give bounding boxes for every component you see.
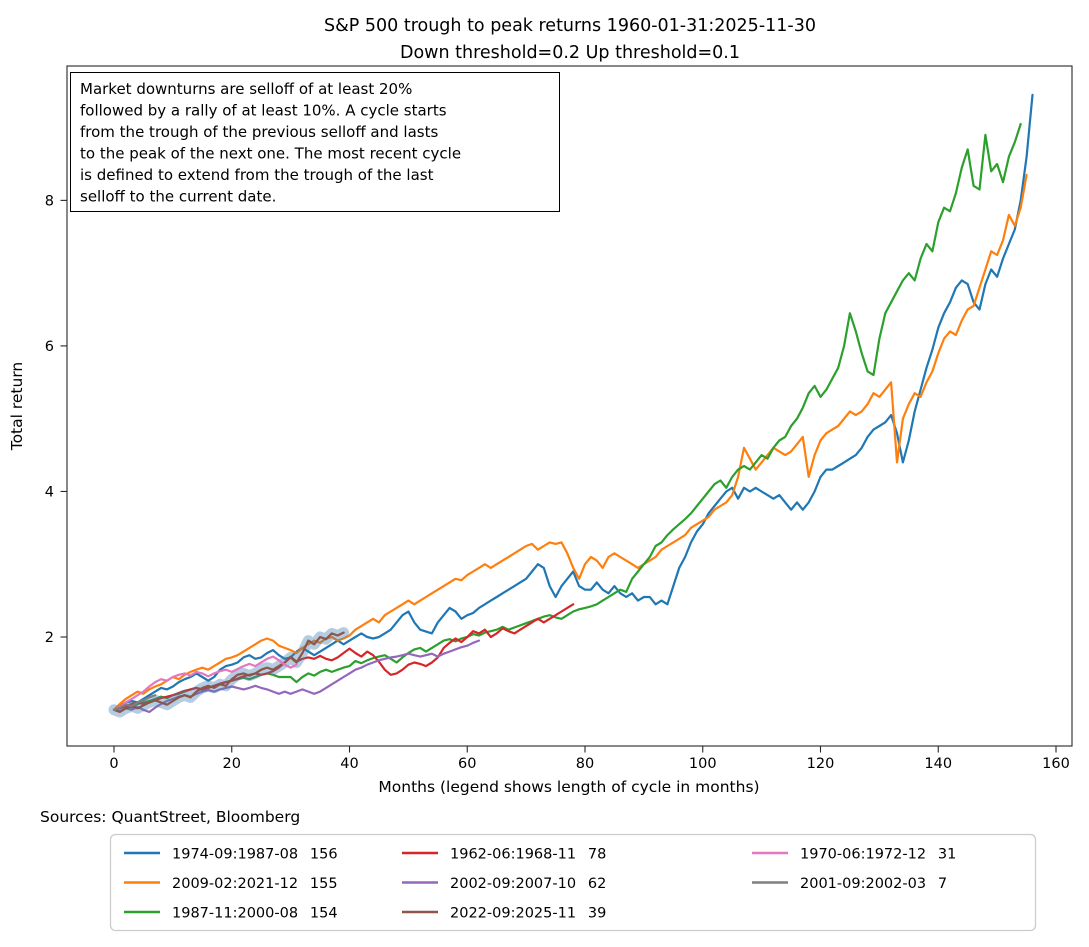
- series-line-2001-09:2002-03: [112, 694, 157, 711]
- series-line-1974-09:1987-08: [112, 93, 1034, 711]
- chart-title: S&P 500 trough to peak returns 1960-01-3…: [324, 16, 816, 36]
- legend-label-2022-09:2025-11: 2022-09:2025-11 39: [450, 906, 606, 922]
- annotation-line: selloff to the current date.: [80, 188, 276, 206]
- legend-label-2001-09:2002-03: 2001-09:2002-03 7: [800, 876, 947, 892]
- series-line-1970-06:1972-12: [112, 655, 298, 711]
- annotation-box: Market downturns are selloff of at least…: [70, 72, 560, 212]
- annotation-line: is defined to extend from the trough of …: [80, 166, 434, 184]
- series-line-1962-06:1968-11: [112, 603, 575, 711]
- y-tick-label: 2: [45, 630, 54, 646]
- series-line-2002-09:2007-10: [112, 639, 481, 714]
- annotation-line: to the peak of the next one. The most re…: [80, 145, 461, 163]
- legend-border: [109, 833, 1037, 932]
- legend-label-1970-06:1972-12: 1970-06:1972-12 31: [800, 847, 956, 863]
- y-axis-ticks: 2 4 6 8: [45, 193, 67, 646]
- legend-label-1962-06:1968-11: 1962-06:1968-11 78: [450, 847, 606, 863]
- plot-series: [108, 93, 1034, 718]
- annotation-line: from the trough of the previous selloff …: [80, 123, 438, 141]
- series-line-2009-02:2021-12: [112, 173, 1028, 711]
- x-tick-label: 100: [689, 756, 717, 772]
- legend-label-2009-02:2021-12: 2009-02:2021-12 155: [172, 876, 338, 892]
- y-axis-label: Total return: [8, 362, 26, 452]
- x-tick-label: 20: [223, 756, 241, 772]
- x-tick-label: 60: [458, 756, 476, 772]
- annotation-box-border: [70, 72, 560, 212]
- y-tick-label: 6: [45, 339, 54, 355]
- x-axis-ticks: 0 20 40 60 80 100 120 140 160: [109, 746, 1070, 772]
- chart-subtitle: Down threshold=0.2 Up threshold=0.1: [400, 43, 740, 63]
- legend-label-1987-11:2000-08: 1987-11:2000-08 154: [172, 906, 338, 922]
- x-tick-label: 80: [576, 756, 594, 772]
- annotation-line: Market downturns are selloff of at least…: [80, 80, 412, 98]
- x-tick-label: 0: [109, 756, 118, 772]
- legend: 1974-09:1987-08 156 2009-02:2021-12 155 19…: [109, 833, 1037, 932]
- x-tick-label: 160: [1042, 756, 1070, 772]
- sources-caption: Sources: QuantStreet, Bloomberg: [40, 808, 300, 826]
- y-tick-label: 8: [45, 193, 54, 209]
- annotation-line: followed by a rally of at least 10%. A c…: [80, 102, 447, 120]
- highlight-band: [108, 627, 350, 718]
- series-line-2022-09:2025-11: [112, 631, 345, 714]
- x-tick-label: 120: [807, 756, 835, 772]
- legend-label-2002-09:2007-10: 2002-09:2007-10 62: [450, 876, 606, 892]
- y-tick-label: 4: [45, 484, 54, 500]
- x-tick-label: 40: [340, 756, 358, 772]
- x-tick-label: 140: [924, 756, 952, 772]
- x-axis-label: Months (legend shows length of cycle in …: [378, 778, 759, 796]
- axes-frame: [66, 65, 1073, 747]
- legend-items: 1974-09:1987-08 156 2009-02:2021-12 155 19…: [124, 847, 956, 922]
- legend-label-1974-09:1987-08: 1974-09:1987-08 156: [172, 847, 338, 863]
